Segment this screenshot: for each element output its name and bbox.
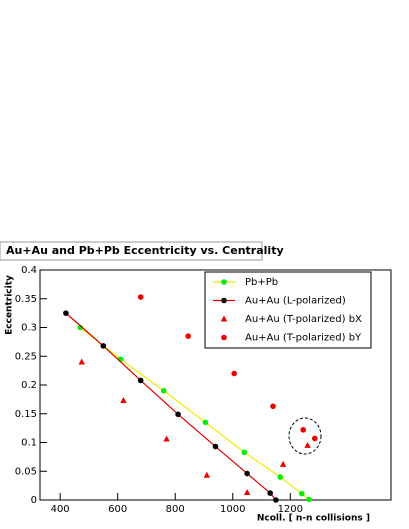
triangle-marker bbox=[243, 489, 251, 496]
triangle-marker bbox=[203, 471, 211, 478]
title-box bbox=[0, 241, 263, 261]
legend-label: Au+Au (L-polarized) bbox=[245, 296, 346, 307]
y-tick-label: 0.35 bbox=[15, 294, 37, 305]
circle-marker bbox=[306, 496, 312, 503]
x-tick-label: 600 bbox=[108, 504, 127, 515]
y-tick-label: 0.3 bbox=[21, 323, 37, 334]
y-tick-label: 0.1 bbox=[21, 438, 37, 449]
y-tick-label: 0.2 bbox=[21, 380, 37, 391]
circle-marker bbox=[202, 419, 209, 426]
circle-marker bbox=[311, 435, 318, 442]
x-tick-label: 1200 bbox=[278, 504, 303, 515]
circle-marker bbox=[277, 474, 284, 480]
circle-marker bbox=[300, 427, 307, 433]
legend-marker bbox=[220, 315, 228, 322]
y-tick-label: 0.05 bbox=[15, 466, 37, 477]
circle-marker bbox=[299, 490, 305, 497]
y-tick-label: 0.15 bbox=[15, 409, 37, 420]
legend-marker bbox=[221, 279, 227, 285]
x-tick-label: 400 bbox=[51, 504, 70, 515]
circle-marker bbox=[273, 497, 279, 503]
triangle-marker bbox=[163, 435, 170, 442]
chart-title: Au+Au and Pb+Pb Eccentricity vs. Central… bbox=[6, 244, 284, 257]
circle-marker bbox=[63, 310, 69, 316]
highlight-circle bbox=[288, 417, 322, 455]
legend-marker bbox=[221, 334, 227, 341]
legend-label: Au+Au (T-polarized) bX bbox=[245, 314, 362, 325]
circle-marker bbox=[100, 343, 107, 349]
y-tick-label: 0.25 bbox=[15, 351, 37, 362]
legend-label: Pb+Pb bbox=[245, 277, 278, 288]
triangle-marker bbox=[279, 460, 287, 467]
circle-marker bbox=[77, 324, 84, 331]
circle-marker bbox=[185, 333, 191, 339]
triangle-marker bbox=[304, 441, 311, 448]
series-line bbox=[79, 327, 310, 500]
legend-box bbox=[204, 271, 372, 349]
x-tick-label: 800 bbox=[166, 504, 185, 515]
series-line bbox=[65, 312, 277, 501]
triangle-marker bbox=[120, 397, 127, 404]
y-axis-label: Eccentricity bbox=[5, 275, 15, 335]
circle-marker bbox=[267, 490, 273, 496]
x-axis-label: Ncoll. [ n-n collisions ] bbox=[257, 514, 370, 524]
circle-marker bbox=[137, 294, 144, 300]
y-tick-label: 0 bbox=[31, 495, 37, 506]
circle-marker bbox=[241, 449, 248, 456]
triangle-marker bbox=[78, 358, 85, 365]
circle-marker bbox=[212, 443, 219, 450]
circle-marker bbox=[160, 387, 167, 394]
legend-label: Au+Au (T-polarized) bY bbox=[245, 333, 362, 344]
circle-marker bbox=[244, 470, 250, 477]
y-tick-label: 0.4 bbox=[21, 265, 37, 276]
circle-marker bbox=[270, 403, 276, 410]
x-tick-label: 1000 bbox=[220, 504, 245, 515]
circle-marker bbox=[231, 370, 238, 377]
legend-marker bbox=[221, 297, 227, 304]
circle-marker bbox=[137, 377, 144, 384]
circle-marker bbox=[175, 411, 181, 418]
